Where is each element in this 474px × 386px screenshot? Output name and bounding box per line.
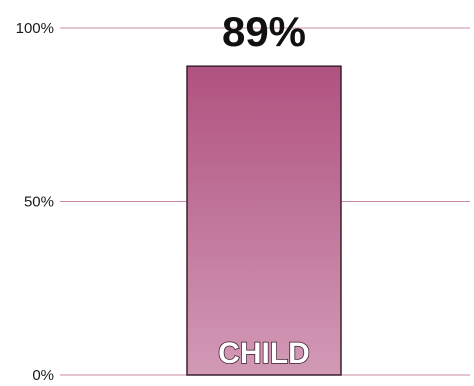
category-label: CHILD (218, 337, 310, 370)
y-tick-label: 50% (24, 194, 54, 211)
bars (186, 65, 342, 376)
bar-child (186, 65, 342, 376)
bar-value-label: 89% (222, 8, 306, 55)
y-axis-ticks: 0% 50% 100% (16, 20, 54, 384)
y-tick-label: 0% (32, 367, 54, 384)
y-tick-label: 100% (16, 20, 54, 37)
data-labels: 89% CHILD (217, 8, 310, 371)
